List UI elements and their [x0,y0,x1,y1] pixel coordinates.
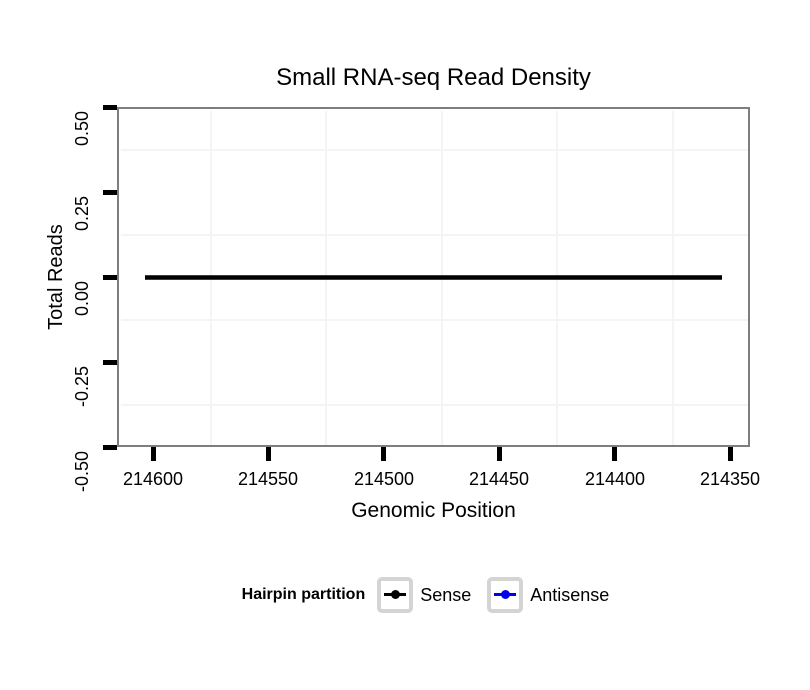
y-tick-label: -0.50 [72,451,92,493]
legend-label-sense: Sense [420,584,472,605]
y-tick-mark [103,275,117,280]
legend-key-sense [377,577,414,613]
x-tick-label: 214500 [353,469,415,489]
x-tick-label: 214600 [122,469,184,489]
y-tick-label: 0.00 [72,281,92,317]
y-axis-title: Total Reads [45,224,67,330]
x-tick-label: 214450 [468,469,530,489]
x-tick-mark [266,447,271,461]
minor-gridline-horizontal [121,404,748,406]
y-tick-mark [103,105,117,110]
y-tick-label: 0.50 [72,111,92,147]
legend: Hairpin partition Sense Antisense [117,577,750,613]
x-tick-mark [728,447,733,461]
sense-series-line [145,276,722,279]
x-tick-mark [497,447,502,461]
legend-label-antisense: Antisense [530,584,610,605]
x-tick-label: 214400 [584,469,646,489]
minor-gridline-horizontal [121,149,748,151]
antisense-key-dot [500,590,510,599]
x-axis-title: Genomic Position [351,499,516,522]
x-tick-mark [381,447,386,461]
y-tick-mark [103,190,117,195]
x-tick-mark [612,447,617,461]
x-tick-label: 214350 [699,469,761,489]
x-tick-mark [151,447,156,461]
y-tick-mark [103,360,117,365]
x-tick-label: 214550 [237,469,299,489]
y-tick-label: -0.25 [72,366,92,408]
sense-key-dot [390,590,400,599]
plot-title: Small RNA-seq Read Density [276,64,591,91]
minor-gridline-horizontal [121,319,748,321]
read-density-line-zero [145,275,722,280]
y-tick-label: 0.25 [72,196,92,232]
legend-key-antisense [487,577,524,613]
minor-gridline-horizontal [121,234,748,236]
y-tick-mark [103,445,117,450]
legend-title: Hairpin partition [241,586,366,603]
